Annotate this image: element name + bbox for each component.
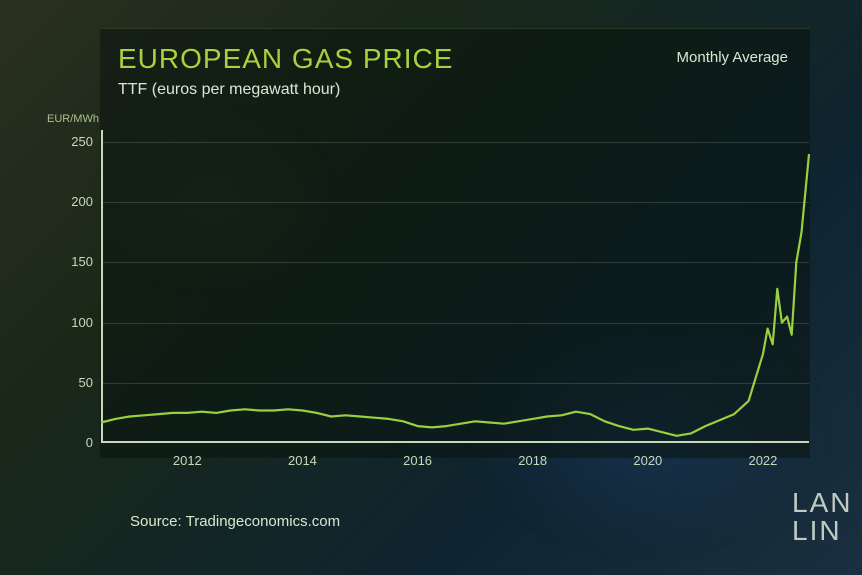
y-tick-label: 150 bbox=[53, 254, 93, 269]
y-tick-label: 250 bbox=[53, 134, 93, 149]
x-tick-label: 2022 bbox=[748, 453, 777, 468]
gridline bbox=[101, 142, 809, 143]
x-tick-label: 2018 bbox=[518, 453, 547, 468]
y-tick-label: 100 bbox=[53, 315, 93, 330]
chart-right-label: Monthly Average bbox=[677, 49, 788, 66]
y-tick-label: 50 bbox=[53, 375, 93, 390]
y-tick-label: 200 bbox=[53, 194, 93, 209]
gridline bbox=[101, 383, 809, 384]
gridline bbox=[101, 323, 809, 324]
x-tick-label: 2016 bbox=[403, 453, 432, 468]
source-text: Source: Tradingeconomics.com bbox=[130, 513, 340, 530]
x-tick-label: 2014 bbox=[288, 453, 317, 468]
x-tick-label: 2020 bbox=[633, 453, 662, 468]
y-axis-unit: EUR/MWh bbox=[47, 113, 99, 125]
watermark: LANLIN bbox=[792, 489, 862, 545]
y-tick-label: 0 bbox=[53, 435, 93, 450]
chart-title: EUROPEAN GAS PRICE bbox=[118, 43, 453, 75]
gridline bbox=[101, 202, 809, 203]
chart-subtitle: TTF (euros per megawatt hour) bbox=[118, 81, 340, 99]
price-line bbox=[101, 154, 809, 436]
x-tick-label: 2012 bbox=[173, 453, 202, 468]
line-chart-svg bbox=[101, 130, 809, 443]
plot-area: 050100150200250201220142016201820202022 bbox=[101, 130, 809, 443]
gridline bbox=[101, 262, 809, 263]
